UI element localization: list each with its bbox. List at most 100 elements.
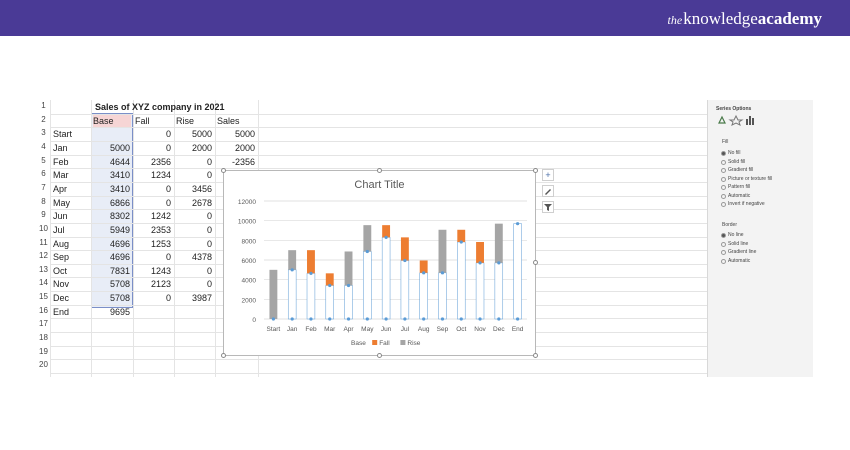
- row-number[interactable]: 1: [41, 101, 46, 110]
- value-cell[interactable]: 5708: [109, 279, 130, 290]
- border-option[interactable]: No line: [728, 232, 744, 238]
- row-label-cell[interactable]: Nov: [53, 279, 70, 290]
- resize-handle-bottom[interactable]: [377, 353, 382, 358]
- fill-option[interactable]: No fill: [728, 150, 741, 156]
- bar-base[interactable]: [513, 223, 522, 320]
- row-number[interactable]: 6: [41, 169, 46, 179]
- value-cell[interactable]: 5000: [109, 142, 130, 153]
- fill-option[interactable]: Picture or texture fill: [728, 175, 773, 182]
- value-cell[interactable]: 1253: [150, 238, 171, 249]
- fill-option[interactable]: Gradient fill: [728, 167, 754, 173]
- fill-section-header[interactable]: Fill: [722, 139, 729, 145]
- row-label-cell[interactable]: Start: [53, 129, 73, 140]
- column-header-cell[interactable]: Rise: [176, 115, 195, 126]
- value-cell[interactable]: 4696: [109, 238, 130, 249]
- radio-button[interactable]: [721, 168, 726, 173]
- value-cell[interactable]: 0: [206, 156, 212, 167]
- value-cell[interactable]: 0: [165, 197, 171, 208]
- row-number[interactable]: 2: [41, 114, 46, 124]
- value-cell[interactable]: 0: [206, 265, 212, 276]
- bar-fall[interactable]: [307, 250, 315, 274]
- value-cell[interactable]: 0: [206, 238, 212, 249]
- bar-base[interactable]: [306, 273, 316, 320]
- row-number[interactable]: 8: [41, 196, 46, 206]
- row-number[interactable]: 4: [41, 141, 46, 151]
- bar-base[interactable]: [457, 241, 466, 320]
- value-cell[interactable]: 0: [165, 183, 171, 194]
- value-cell[interactable]: 0: [206, 170, 212, 181]
- bar-rise[interactable]: [269, 269, 278, 319]
- legend-entry[interactable]: Base: [351, 340, 366, 347]
- radio-button[interactable]: [721, 258, 726, 264]
- radio-button[interactable]: [721, 233, 726, 238]
- row-number[interactable]: 14: [39, 278, 48, 288]
- row-number[interactable]: 11: [39, 237, 48, 247]
- fill-option[interactable]: Pattern fill: [728, 184, 751, 190]
- chart-elements-button[interactable]: +: [542, 169, 554, 181]
- fill-option[interactable]: Solid fill: [728, 158, 746, 165]
- row-number[interactable]: 20: [39, 360, 48, 370]
- bar-base[interactable]: [419, 272, 428, 320]
- column-header-cell[interactable]: Fall: [135, 115, 150, 126]
- border-option[interactable]: Gradient line: [728, 249, 757, 255]
- row-label-cell[interactable]: End: [53, 306, 70, 317]
- legend-entry[interactable]: Fall: [379, 340, 390, 347]
- resize-handle-bottom-left[interactable]: [221, 353, 226, 358]
- value-cell[interactable]: 8302: [109, 211, 130, 222]
- value-cell[interactable]: 7831: [109, 265, 130, 276]
- bar-fall[interactable]: [419, 260, 428, 273]
- radio-button[interactable]: [721, 159, 726, 165]
- column-header-cell[interactable]: Base: [93, 114, 131, 127]
- resize-handle-top-left[interactable]: [221, 168, 226, 173]
- chart-styles-button[interactable]: [542, 185, 554, 197]
- value-cell[interactable]: 0: [165, 142, 171, 153]
- chart-filters-button[interactable]: [542, 201, 554, 213]
- bar-fall[interactable]: [457, 229, 466, 242]
- value-cell[interactable]: 1243: [150, 265, 171, 276]
- bar-rise[interactable]: [288, 250, 297, 270]
- radio-button[interactable]: [721, 193, 726, 199]
- row-number[interactable]: 18: [39, 333, 48, 343]
- row-label-cell[interactable]: Feb: [53, 156, 69, 167]
- bar-rise[interactable]: [344, 251, 353, 286]
- value-cell[interactable]: 0: [206, 279, 212, 290]
- row-label-cell[interactable]: Sep: [53, 252, 70, 263]
- row-number[interactable]: 5: [41, 155, 46, 165]
- bar-base[interactable]: [381, 237, 391, 320]
- value-cell[interactable]: 0: [165, 252, 171, 263]
- value-cell[interactable]: 2678: [191, 197, 212, 208]
- value-cell[interactable]: 0: [165, 129, 171, 140]
- row-number[interactable]: 17: [39, 319, 48, 329]
- value-cell[interactable]: 3987: [191, 293, 212, 304]
- value-cell[interactable]: 5000: [234, 129, 255, 140]
- row-label-cell[interactable]: Dec: [53, 293, 70, 304]
- row-number[interactable]: 16: [39, 305, 48, 315]
- legend-entry[interactable]: Rise: [407, 340, 420, 347]
- effects-icon[interactable]: [728, 114, 744, 126]
- value-cell[interactable]: 1242: [150, 211, 171, 222]
- value-cell[interactable]: 5000: [191, 129, 212, 140]
- waterfall-chart[interactable]: Chart Title 0 2000 4000 6000 8000 10000 12000 St…: [223, 170, 536, 356]
- value-cell[interactable]: 4696: [109, 252, 130, 263]
- value-cell[interactable]: 3410: [109, 183, 130, 194]
- resize-handle-top-right[interactable]: [533, 168, 538, 173]
- value-cell[interactable]: -2356: [231, 156, 255, 167]
- value-cell[interactable]: 2353: [150, 224, 171, 235]
- bar-fall[interactable]: [382, 225, 391, 238]
- bar-rise[interactable]: [438, 229, 447, 273]
- value-cell[interactable]: 1234: [150, 170, 171, 181]
- row-label-cell[interactable]: Jul: [53, 224, 65, 235]
- value-cell[interactable]: 2000: [191, 142, 212, 153]
- row-label-cell[interactable]: Aug: [53, 238, 70, 249]
- border-section-header[interactable]: Border: [722, 222, 738, 228]
- value-cell[interactable]: 0: [206, 211, 212, 222]
- row-label-cell[interactable]: Jun: [53, 211, 68, 222]
- value-cell[interactable]: 9695: [109, 306, 130, 317]
- column-header-cell[interactable]: Sales: [217, 115, 240, 126]
- row-number[interactable]: 15: [39, 292, 48, 302]
- bar-base[interactable]: [287, 269, 297, 320]
- radio-button[interactable]: [721, 202, 726, 207]
- row-number[interactable]: 9: [41, 210, 46, 220]
- row-label-cell[interactable]: Oct: [53, 265, 68, 276]
- bar-base[interactable]: [400, 260, 410, 320]
